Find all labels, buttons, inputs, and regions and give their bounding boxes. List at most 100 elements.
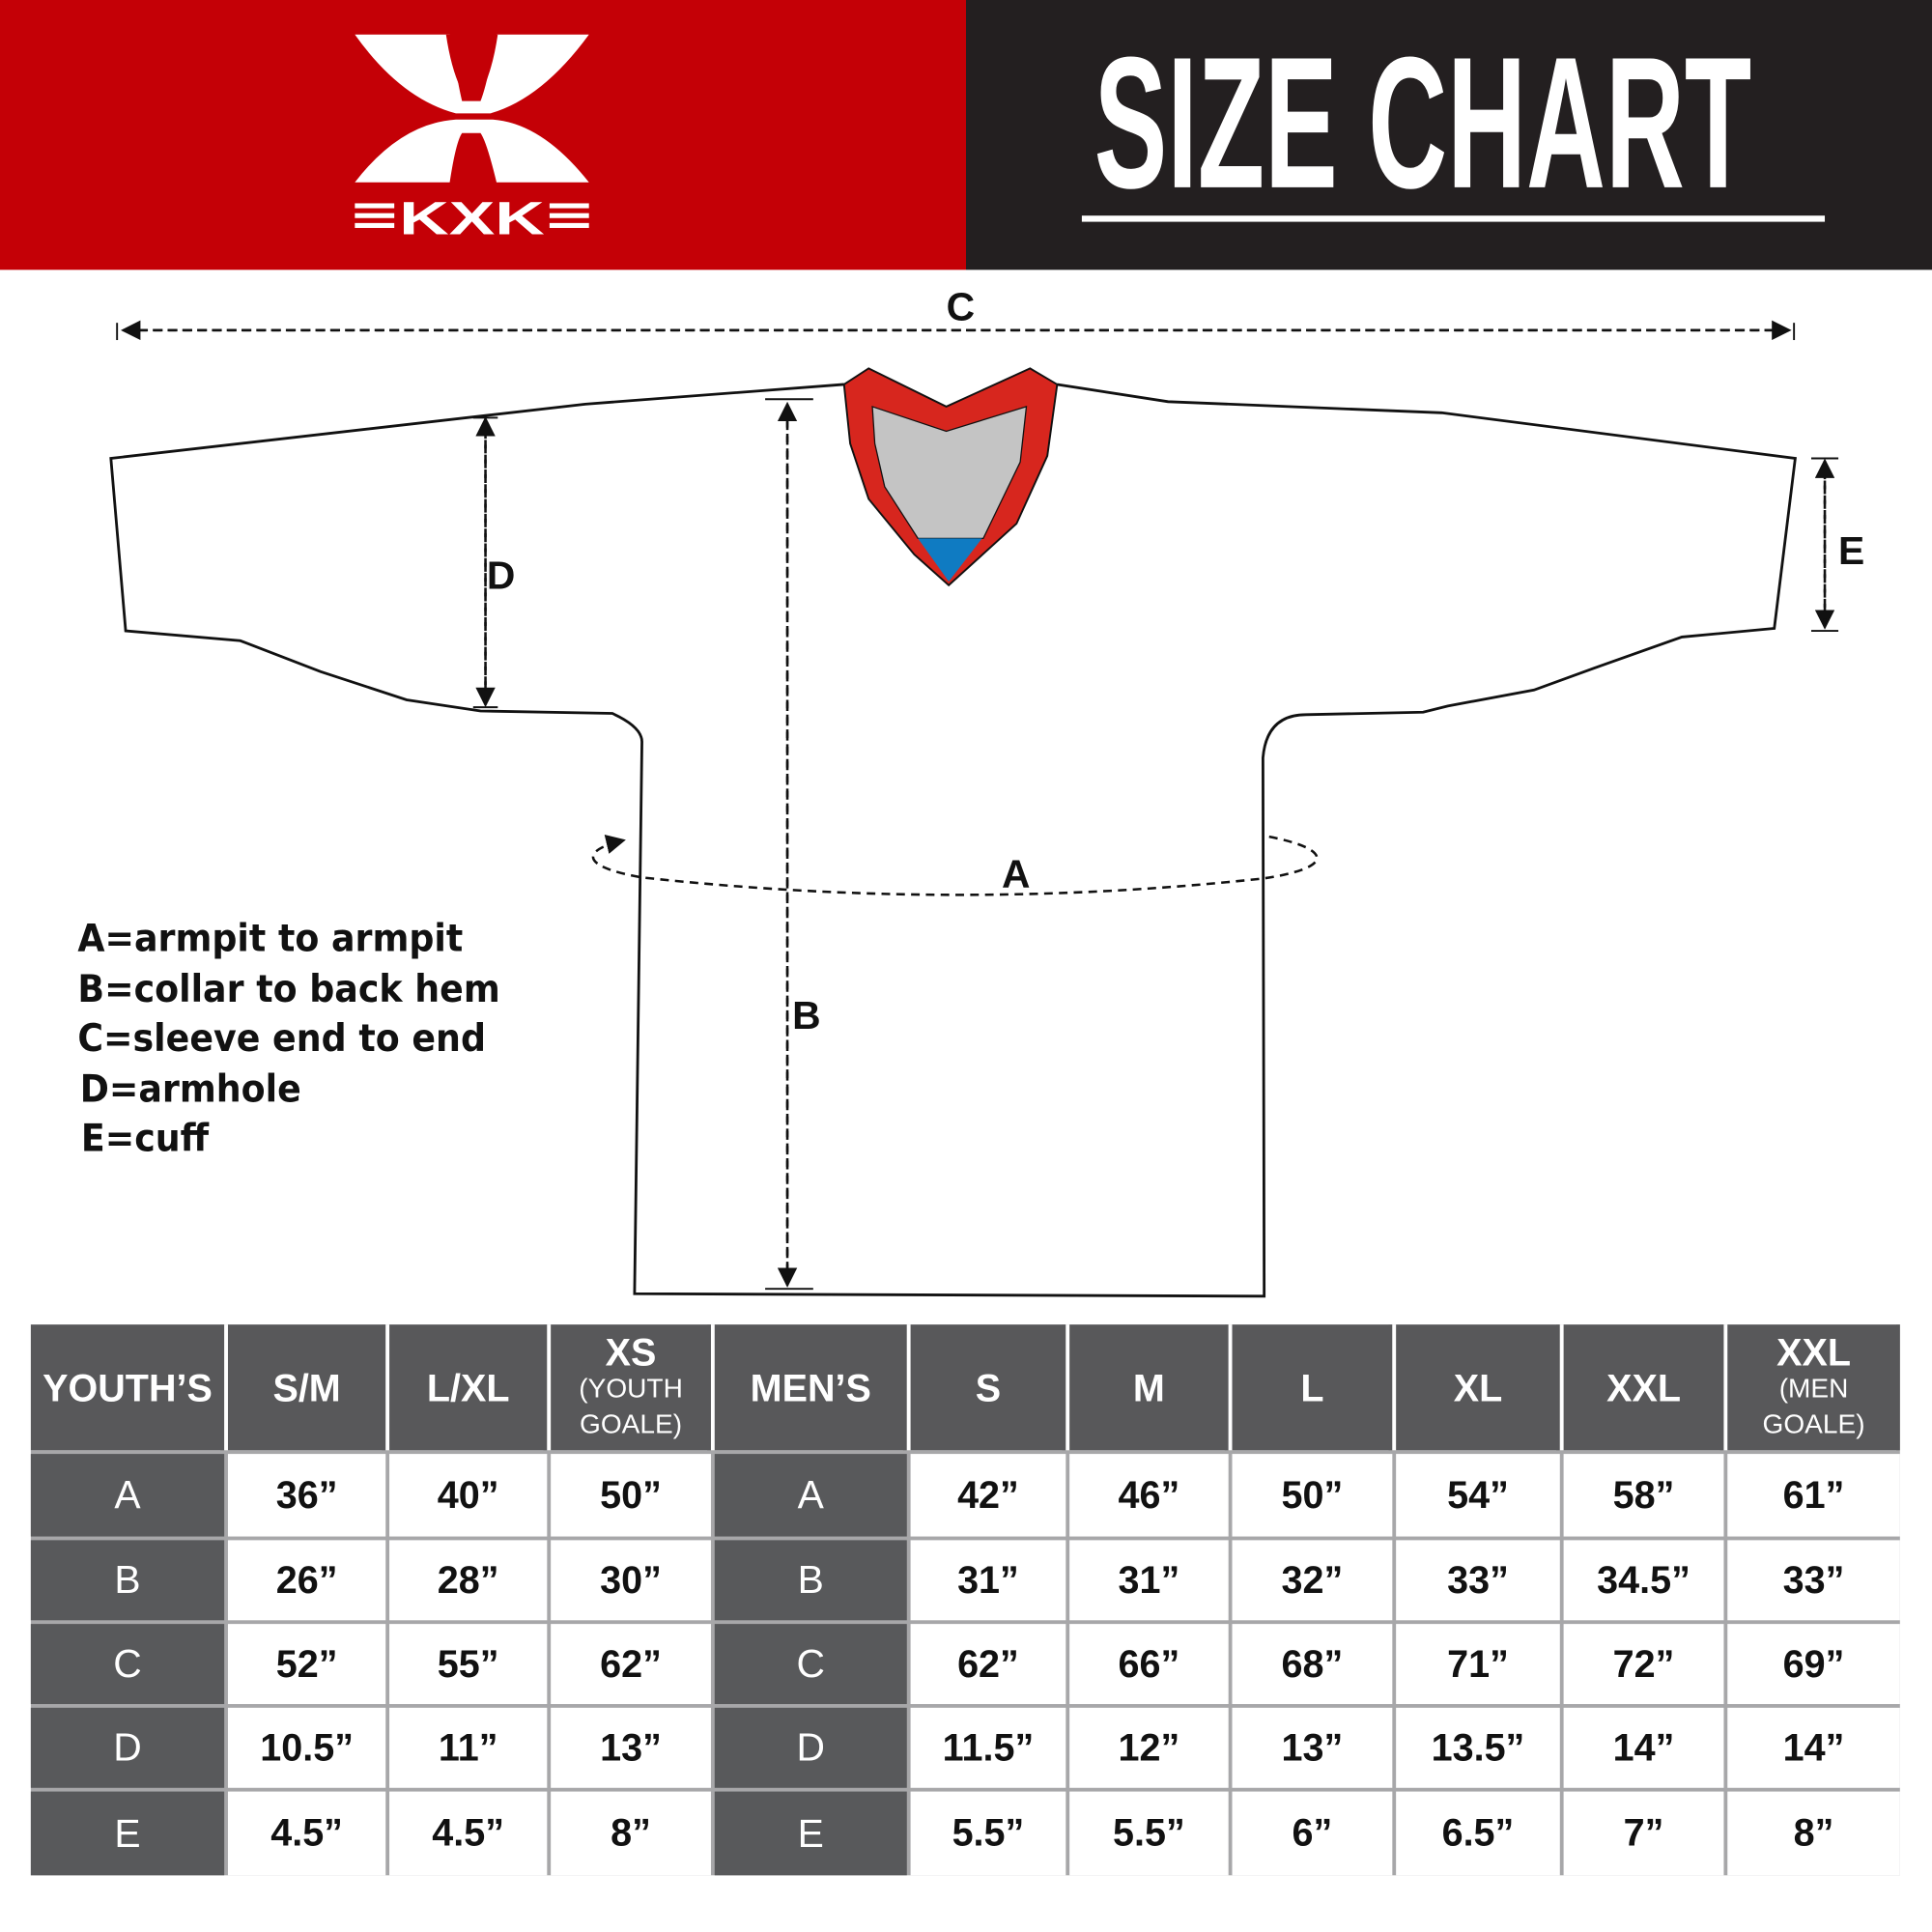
- table-cell-text: 5.5”: [952, 1810, 1025, 1855]
- size-header-text: XL: [1453, 1365, 1503, 1409]
- table-cell-text: 52”: [275, 1641, 338, 1686]
- table-cell: 52”: [227, 1624, 386, 1705]
- table-cell-text: 55”: [437, 1641, 499, 1686]
- legend-item: C=sleeve end to end: [77, 1016, 486, 1062]
- table-cell: 33”: [1396, 1540, 1560, 1621]
- collar-accent: [918, 538, 982, 582]
- table-cell: 13.5”: [1396, 1707, 1560, 1788]
- row-label-text: B: [797, 1557, 824, 1603]
- table-cell-text: 4.5”: [432, 1810, 505, 1855]
- table-cell: 50”: [1232, 1454, 1393, 1537]
- table-cell: 14”: [1727, 1707, 1900, 1788]
- table-cell-text: 14”: [1782, 1725, 1845, 1769]
- youth-header-text: YOUTH’S: [43, 1365, 213, 1409]
- label-c: C: [947, 285, 975, 329]
- row-label-text: E: [114, 1810, 141, 1856]
- legend-item: E=cuff: [80, 1116, 210, 1161]
- table-cell: 55”: [389, 1624, 548, 1705]
- table-cell-text: 6”: [1292, 1810, 1333, 1855]
- table-cell-text: 11.5”: [942, 1725, 1035, 1769]
- size-header-text: L/XL: [426, 1365, 510, 1409]
- table-cell: 31”: [1069, 1540, 1229, 1621]
- table-cell-text: 12”: [1118, 1725, 1180, 1769]
- label-a: A: [1002, 851, 1030, 895]
- size-header-text: XS: [605, 1330, 657, 1375]
- table-cell-text: 30”: [600, 1557, 662, 1602]
- table-cell-text: 6.5”: [1441, 1810, 1515, 1855]
- label-d: D: [487, 554, 515, 598]
- table-cell-text: 34.5”: [1597, 1557, 1690, 1602]
- table-cell-text: 8”: [1793, 1810, 1834, 1855]
- men-header: MEN’S: [714, 1324, 907, 1451]
- table-cell-text: 33”: [1447, 1557, 1509, 1602]
- size-header: XXL: [1563, 1324, 1724, 1451]
- size-header: XL: [1396, 1324, 1560, 1451]
- measurement-legend: A=armpit to armpit B=collar to back hem …: [77, 914, 536, 1163]
- brand-wordmark: KXK: [399, 192, 545, 244]
- table-cell: 11”: [389, 1707, 548, 1788]
- row-label-text: A: [114, 1472, 141, 1518]
- table-cell: 32”: [1232, 1540, 1393, 1621]
- table-cell: 66”: [1069, 1624, 1229, 1705]
- table-cell: 8”: [551, 1791, 711, 1876]
- table-cell: 6”: [1232, 1791, 1393, 1876]
- table-cell-text: 31”: [1118, 1557, 1180, 1602]
- legend-item: B=collar to back hem: [77, 966, 500, 1011]
- table-cell-text: 8”: [611, 1810, 651, 1855]
- row-label: B: [30, 1540, 225, 1621]
- kxk-logo: KXK: [355, 34, 589, 244]
- table-cell: 5.5”: [910, 1791, 1066, 1876]
- table-cell-text: 10.5”: [260, 1725, 354, 1769]
- table-cell-text: 72”: [1612, 1641, 1675, 1686]
- table-cell-text: 46”: [1118, 1472, 1180, 1517]
- table-cell-text: 7”: [1623, 1810, 1664, 1855]
- table-cell: 10.5”: [227, 1707, 386, 1788]
- table-cell: 62”: [910, 1624, 1066, 1705]
- table-cell: 31”: [910, 1540, 1066, 1621]
- table-cell-text: 14”: [1612, 1725, 1675, 1769]
- row-label: D: [30, 1707, 225, 1788]
- table-cell: 12”: [1069, 1707, 1229, 1788]
- table-cell-text: 11”: [438, 1725, 498, 1769]
- table-cell: 28”: [389, 1540, 548, 1621]
- youth-header: YOUTH’S: [30, 1324, 225, 1451]
- men-header-text: MEN’S: [750, 1365, 871, 1409]
- table-cell-text: 50”: [1281, 1472, 1344, 1517]
- table-cell-text: 33”: [1782, 1557, 1845, 1602]
- table-cell: 42”: [910, 1454, 1066, 1537]
- table-cell-text: 28”: [437, 1557, 499, 1602]
- table-cell: 6.5”: [1396, 1791, 1560, 1876]
- table-cell: 7”: [1563, 1791, 1724, 1876]
- table-cell: 58”: [1563, 1454, 1724, 1537]
- table-cell-text: 62”: [600, 1641, 662, 1686]
- table-cell-text: 61”: [1782, 1472, 1845, 1517]
- table-cell: 4.5”: [389, 1791, 548, 1876]
- row-label: A: [30, 1454, 225, 1537]
- row-label: E: [30, 1791, 225, 1876]
- table-cell: 4.5”: [227, 1791, 386, 1876]
- table-cell: 26”: [227, 1540, 386, 1621]
- table-cell-text: 26”: [275, 1557, 338, 1602]
- table-cell: 34.5”: [1563, 1540, 1724, 1621]
- table-cell-text: 66”: [1118, 1641, 1180, 1686]
- size-header-subtext: (YOUTH GOALE): [579, 1372, 683, 1439]
- row-label: C: [714, 1624, 907, 1705]
- table-cell: 11.5”: [910, 1707, 1066, 1788]
- table-cell-text: 42”: [957, 1472, 1019, 1517]
- table-cell: 69”: [1727, 1624, 1900, 1705]
- size-header-subtext: (MEN GOALE): [1762, 1372, 1865, 1439]
- size-header: L/XL: [389, 1324, 548, 1451]
- legend-item: D=armhole: [79, 1065, 301, 1111]
- table-cell: 46”: [1069, 1454, 1229, 1537]
- table-cell-text: 71”: [1447, 1641, 1509, 1686]
- table-cell: 14”: [1563, 1707, 1724, 1788]
- table-cell: 33”: [1727, 1540, 1900, 1621]
- table-cell: 62”: [551, 1624, 711, 1705]
- table-cell: 13”: [551, 1707, 711, 1788]
- dimension-a-loop: [591, 835, 1319, 896]
- table-cell-text: 40”: [437, 1472, 499, 1517]
- row-label: A: [714, 1454, 907, 1537]
- size-header-text: L: [1300, 1365, 1324, 1409]
- label-e: E: [1838, 528, 1864, 573]
- title-banner: [965, 0, 1932, 270]
